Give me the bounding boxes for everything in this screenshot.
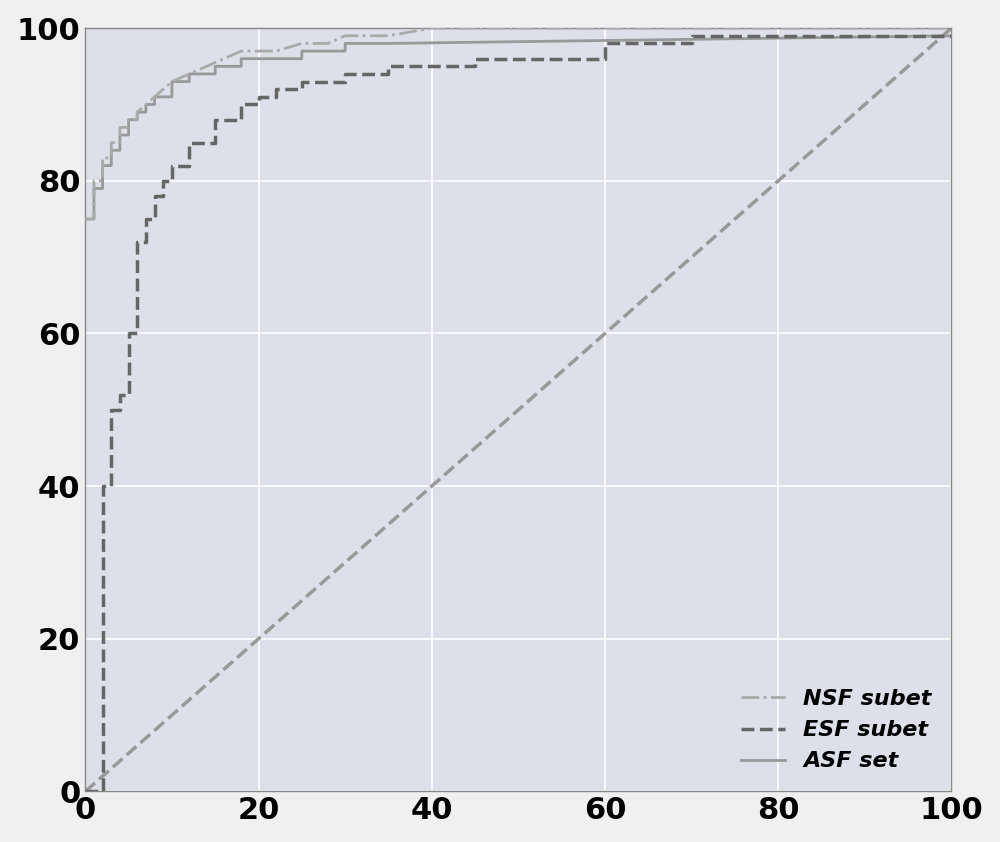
Legend: NSF subet, ESF subet, ASF set: NSF subet, ESF subet, ASF set — [732, 680, 940, 781]
